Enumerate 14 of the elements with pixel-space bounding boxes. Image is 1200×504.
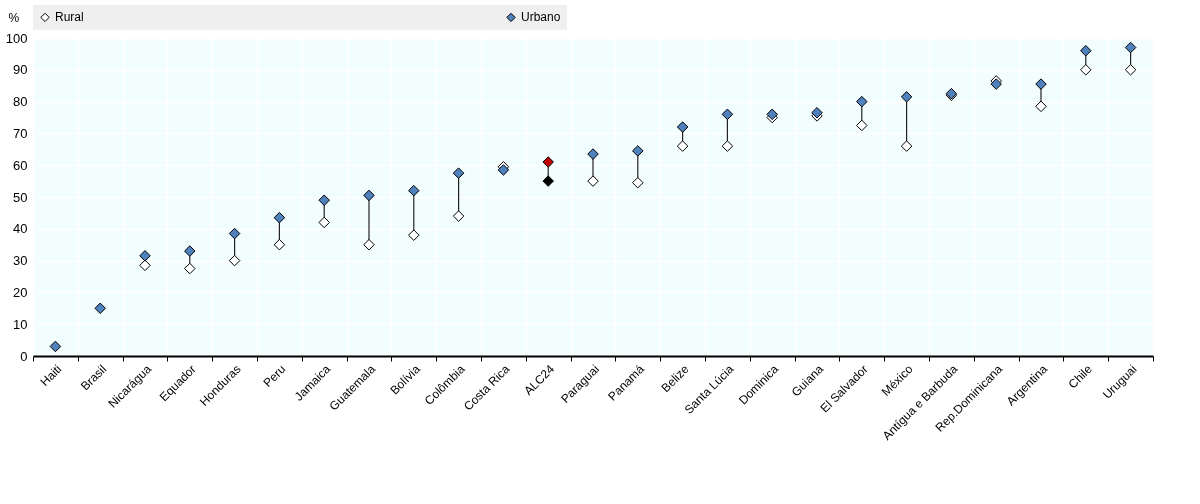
y-tick-label: 10 [13,316,28,332]
y-tick-label: 90 [13,62,28,78]
y-tick-label: 40 [13,221,28,237]
legend-label: Urbano [521,10,561,25]
y-tick-label: 50 [13,189,28,205]
y-tick-label: 60 [13,157,28,173]
y-axis-title: % [8,10,20,25]
y-tick-label: 20 [13,284,28,300]
y-tick-label: 0 [20,348,28,364]
legend-label: Rural [55,10,84,25]
y-tick-label: 70 [13,125,28,141]
y-tick-label: 80 [13,94,28,110]
y-tick-label: 30 [13,253,28,269]
y-tick-label: 100 [5,30,28,46]
